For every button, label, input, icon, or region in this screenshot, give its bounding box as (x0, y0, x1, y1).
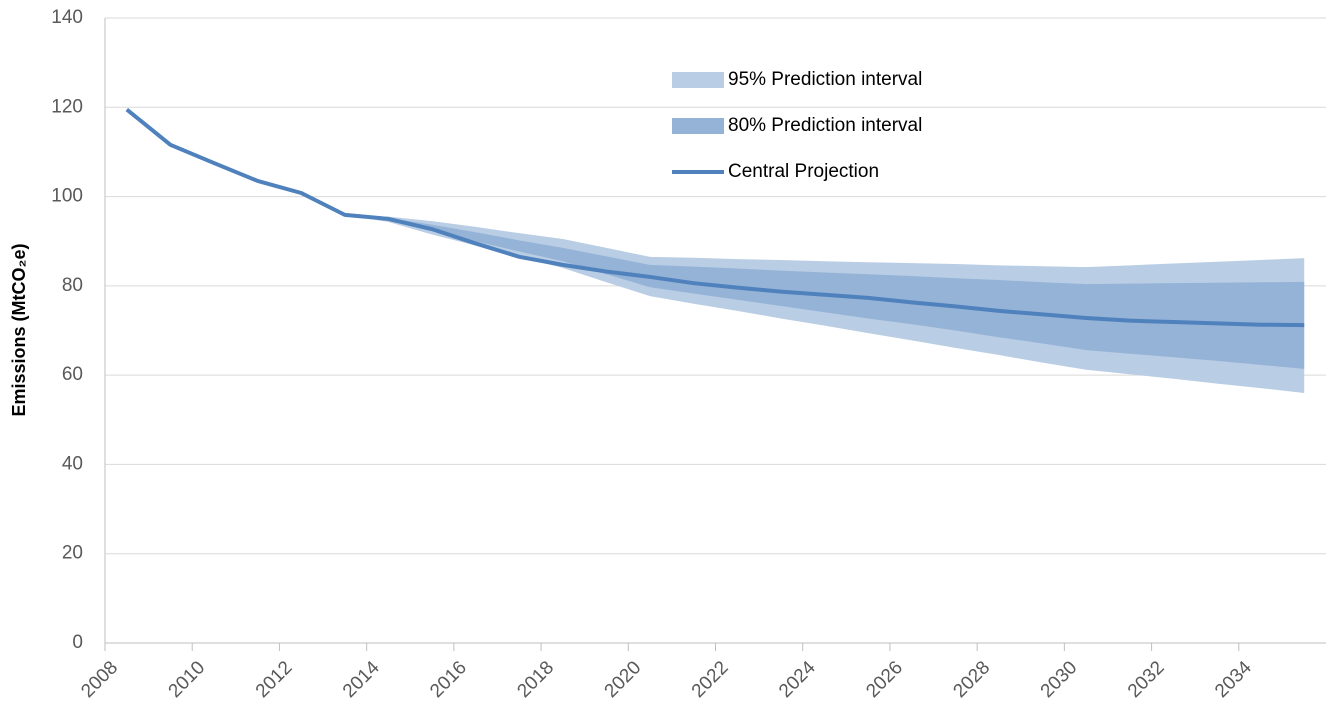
y-tick-label: 120 (51, 96, 83, 117)
x-tick-label: 2022 (688, 657, 733, 702)
y-tick-label: 20 (62, 543, 83, 564)
x-tick-label: 2026 (862, 657, 907, 702)
x-tick-label: 2016 (426, 657, 471, 702)
legend-label: 80% Prediction interval (728, 115, 922, 136)
x-tick-label: 2030 (1037, 657, 1082, 702)
x-tick-label: 2024 (775, 657, 820, 702)
x-tick-label: 2018 (513, 657, 558, 702)
x-tick-label: 2034 (1211, 657, 1256, 702)
y-tick-label: 100 (51, 186, 83, 207)
prediction-band (344, 214, 1305, 369)
x-tick-label: 2014 (339, 657, 384, 702)
x-tick-label: 2012 (252, 657, 297, 702)
y-tick-label: 0 (72, 632, 83, 653)
x-tick-label: 2032 (1124, 657, 1169, 702)
y-axis-label: Emissions (MtCO₂e) (9, 243, 29, 416)
legend-swatch (672, 118, 724, 134)
y-tick-label: 80 (62, 275, 83, 296)
legend-label: Central Projection (728, 161, 879, 182)
x-tick-label: 2028 (949, 657, 994, 702)
legend-label: 95% Prediction interval (728, 69, 922, 90)
legend-swatch (672, 72, 724, 88)
x-tick-label: 2008 (77, 657, 122, 702)
x-tick-label: 2020 (601, 657, 646, 702)
y-tick-label: 140 (51, 7, 83, 28)
y-tick-label: 60 (62, 364, 83, 385)
x-tick-label: 2010 (165, 657, 210, 702)
central-line (125, 107, 1305, 328)
y-tick-label: 40 (62, 453, 83, 474)
